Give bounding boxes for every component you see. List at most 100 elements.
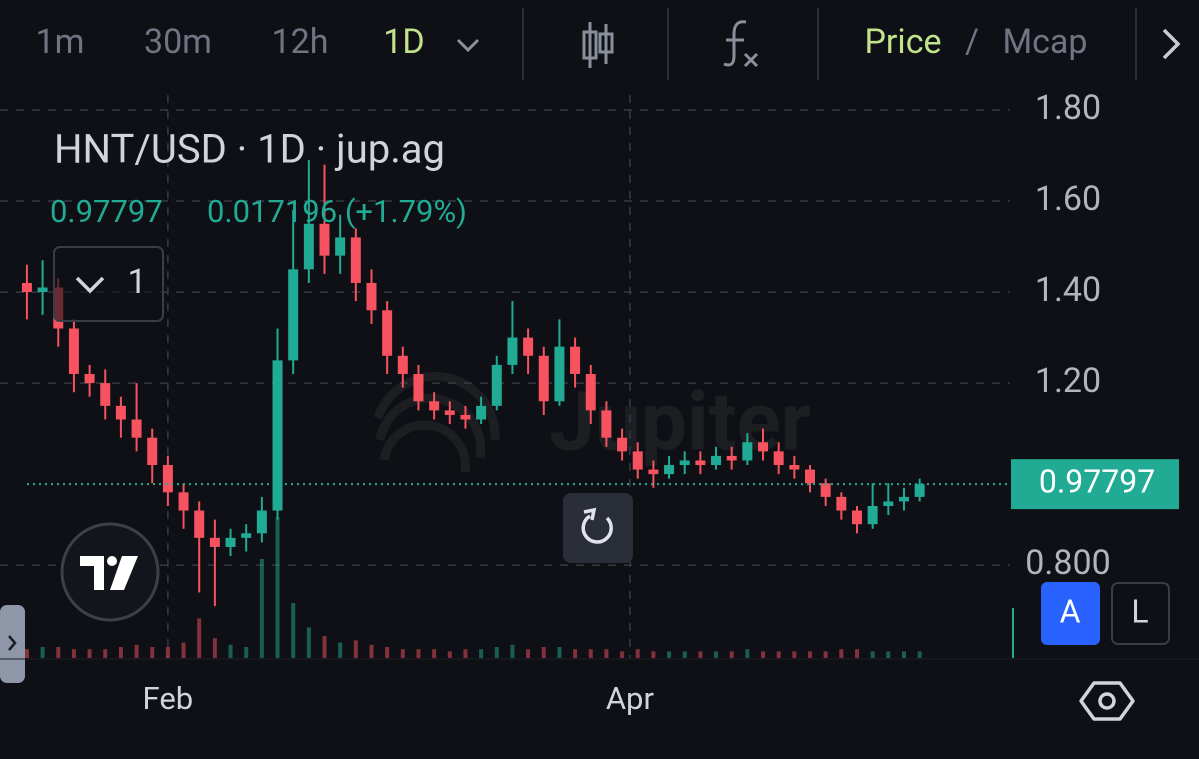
interval[interactable]: 1m [36, 22, 85, 62]
candle-body [711, 455, 722, 466]
chart-type-button[interactable] [582, 22, 614, 68]
settings-button[interactable] [1079, 681, 1135, 721]
candle-body [178, 492, 189, 511]
volume-bar [839, 649, 844, 658]
candle-body [851, 510, 862, 525]
candle-body [366, 282, 377, 311]
volume-bar [698, 651, 703, 658]
candle-body [538, 355, 549, 402]
y-tick-label: 1.20 [1035, 361, 1101, 401]
volume-bar [400, 649, 405, 658]
volume-bar [244, 647, 249, 658]
candle-body [601, 410, 612, 438]
candle-body [898, 496, 909, 502]
volume-bar [463, 649, 468, 658]
candle-body [429, 401, 440, 411]
candle-body [476, 405, 487, 420]
more-button[interactable] [1162, 28, 1181, 60]
volume-bar [761, 651, 766, 658]
volume-bar [714, 651, 719, 658]
candle-body [773, 451, 784, 466]
volume-bar [870, 651, 875, 658]
volume-bar [56, 647, 61, 658]
candle-body [303, 223, 314, 270]
volume-bar [40, 647, 45, 658]
candle-body [84, 373, 95, 384]
candle-body [241, 533, 252, 538]
volume-bar [479, 649, 484, 658]
candle-body [648, 469, 659, 475]
volume-bar [823, 651, 828, 658]
candle-body [805, 469, 816, 484]
candle-body [664, 465, 675, 475]
tradingview-logo[interactable] [60, 522, 160, 622]
auto-scale-button[interactable]: A [1041, 582, 1100, 645]
volume-bar [353, 640, 358, 658]
volume-bar [776, 651, 781, 658]
candle-body [350, 237, 361, 283]
candle-body [695, 460, 706, 466]
volume-bar [291, 603, 296, 658]
candle-body [162, 465, 173, 493]
indicator-toggle[interactable]: 1 [53, 246, 164, 322]
candle-body [115, 405, 126, 420]
button-label: A [1060, 592, 1081, 630]
watermark-logo [373, 371, 500, 473]
interval[interactable]: 12h [272, 22, 329, 62]
volume-bar [917, 651, 922, 658]
candle-body [570, 346, 581, 374]
candle-body [288, 269, 299, 361]
volume-bar [322, 636, 327, 658]
plot: 0.800 1.20 1.40 1.60 1.80 Feb Apr [0, 88, 1111, 717]
candle-body [413, 373, 424, 402]
candle-body [836, 496, 847, 511]
volume-bar [573, 649, 578, 658]
price-toggle[interactable]: Price [864, 22, 941, 62]
indicators-button[interactable] [723, 20, 759, 68]
y-tick-label: 1.40 [1035, 270, 1101, 310]
volume-bar [886, 651, 891, 658]
volume-bar [667, 651, 672, 658]
y-tick-label: 1.60 [1035, 179, 1101, 219]
volume-bar [103, 649, 108, 658]
candle-body [131, 419, 142, 438]
volume-bar [416, 649, 421, 658]
log-scale-button[interactable]: L [1111, 582, 1170, 645]
candle-body [209, 537, 220, 547]
interval-dropdown[interactable] [456, 38, 480, 53]
candle-body [914, 484, 925, 497]
volume-bar [651, 651, 656, 658]
side-panel-tab[interactable] [0, 605, 25, 683]
candle-body [820, 483, 831, 497]
candle-body [335, 237, 346, 256]
last-price-tag [1011, 459, 1179, 510]
candle-body [742, 442, 753, 461]
volume-bar [588, 649, 593, 658]
interval[interactable]: 30m [144, 22, 212, 62]
candle-body [758, 442, 769, 452]
mcap-toggle[interactable]: Mcap [1002, 22, 1087, 62]
volume-bar [369, 644, 374, 658]
candle-body [585, 373, 596, 411]
volume-bar [808, 651, 813, 658]
y-tick-label: 0.800 [1025, 543, 1110, 583]
candle-body [507, 337, 518, 365]
volume-bar [729, 651, 734, 658]
volume-bar [494, 647, 499, 658]
x-tick-label: Feb [143, 680, 194, 717]
toolbar: 1m 30m 12h 1D Price / Mcap [36, 8, 1181, 80]
volume-bar [118, 647, 123, 658]
volume-bar [792, 651, 797, 658]
reset-view-button[interactable] [563, 493, 633, 563]
legend-close: 0.97797 [50, 193, 163, 230]
candle-body [883, 501, 894, 506]
y-tick-label: 1.80 [1035, 88, 1101, 128]
candle-body [100, 383, 111, 406]
volume-bar [557, 647, 562, 658]
volume-bar [541, 647, 546, 658]
interval-active[interactable]: 1D [383, 22, 424, 62]
candle-body [632, 451, 643, 470]
volume-bar [228, 644, 233, 658]
